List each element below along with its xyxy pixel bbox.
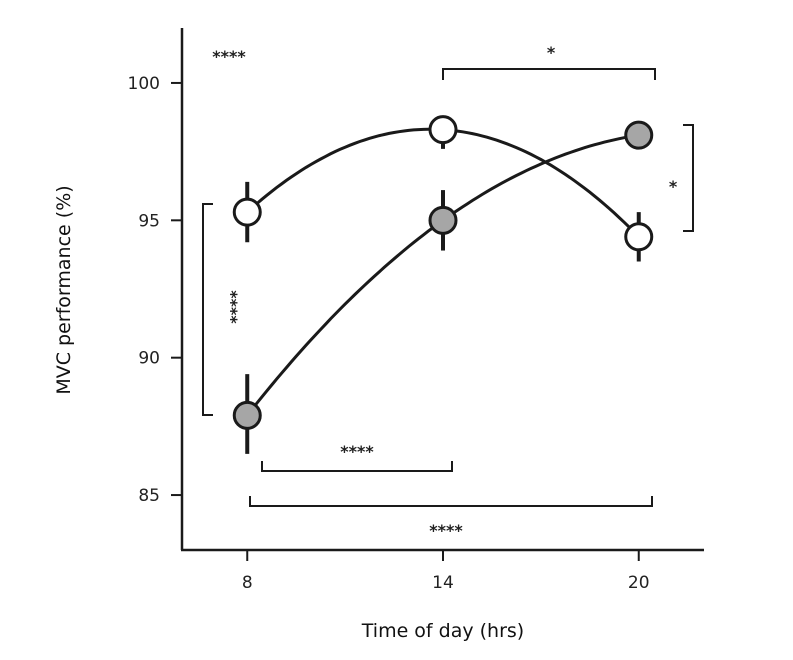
annotation-top-left: **** <box>212 47 246 66</box>
fit-curves <box>246 127 640 417</box>
x-tick-label: 20 <box>628 573 650 593</box>
y-axis: 85 90 95 100 <box>128 28 184 550</box>
significance-annotations: **** * * **** **** **** <box>202 43 694 540</box>
annotation-bracket-8-20-bottom: **** <box>429 521 463 540</box>
bracket-8-14-bottom <box>261 461 453 472</box>
filled-data-point <box>428 205 458 235</box>
y-tick-label: 95 <box>138 211 160 231</box>
open-data-point <box>624 222 654 252</box>
bracket-8-20-bottom <box>249 496 653 507</box>
filled-data-point <box>232 400 262 430</box>
series-curve <box>246 133 640 417</box>
annotation-bracket-8-vertical: **** <box>222 290 241 324</box>
y-tick-label: 85 <box>138 486 160 506</box>
bracket-20-vertical <box>683 124 694 232</box>
filled-data-point <box>624 120 654 150</box>
annotation-bracket-14-20-top: * <box>547 43 556 62</box>
y-tick-label: 100 <box>128 74 160 94</box>
annotation-bracket-8-14-bottom: **** <box>340 442 374 461</box>
x-tick-label: 8 <box>242 573 253 593</box>
open-data-point <box>232 197 262 227</box>
annotation-bracket-20-vertical: * <box>669 177 678 196</box>
data-markers <box>232 115 654 430</box>
y-axis-title: MVC performance (%) <box>53 185 75 394</box>
open-data-point <box>428 115 458 145</box>
x-axis: 8 14 20 <box>181 548 704 593</box>
x-tick-label: 14 <box>432 573 454 593</box>
bracket-14-20-top <box>442 68 656 80</box>
x-axis-title: Time of day (hrs) <box>361 620 524 642</box>
y-tick-label: 90 <box>138 349 160 369</box>
bracket-8-vertical <box>202 203 213 416</box>
